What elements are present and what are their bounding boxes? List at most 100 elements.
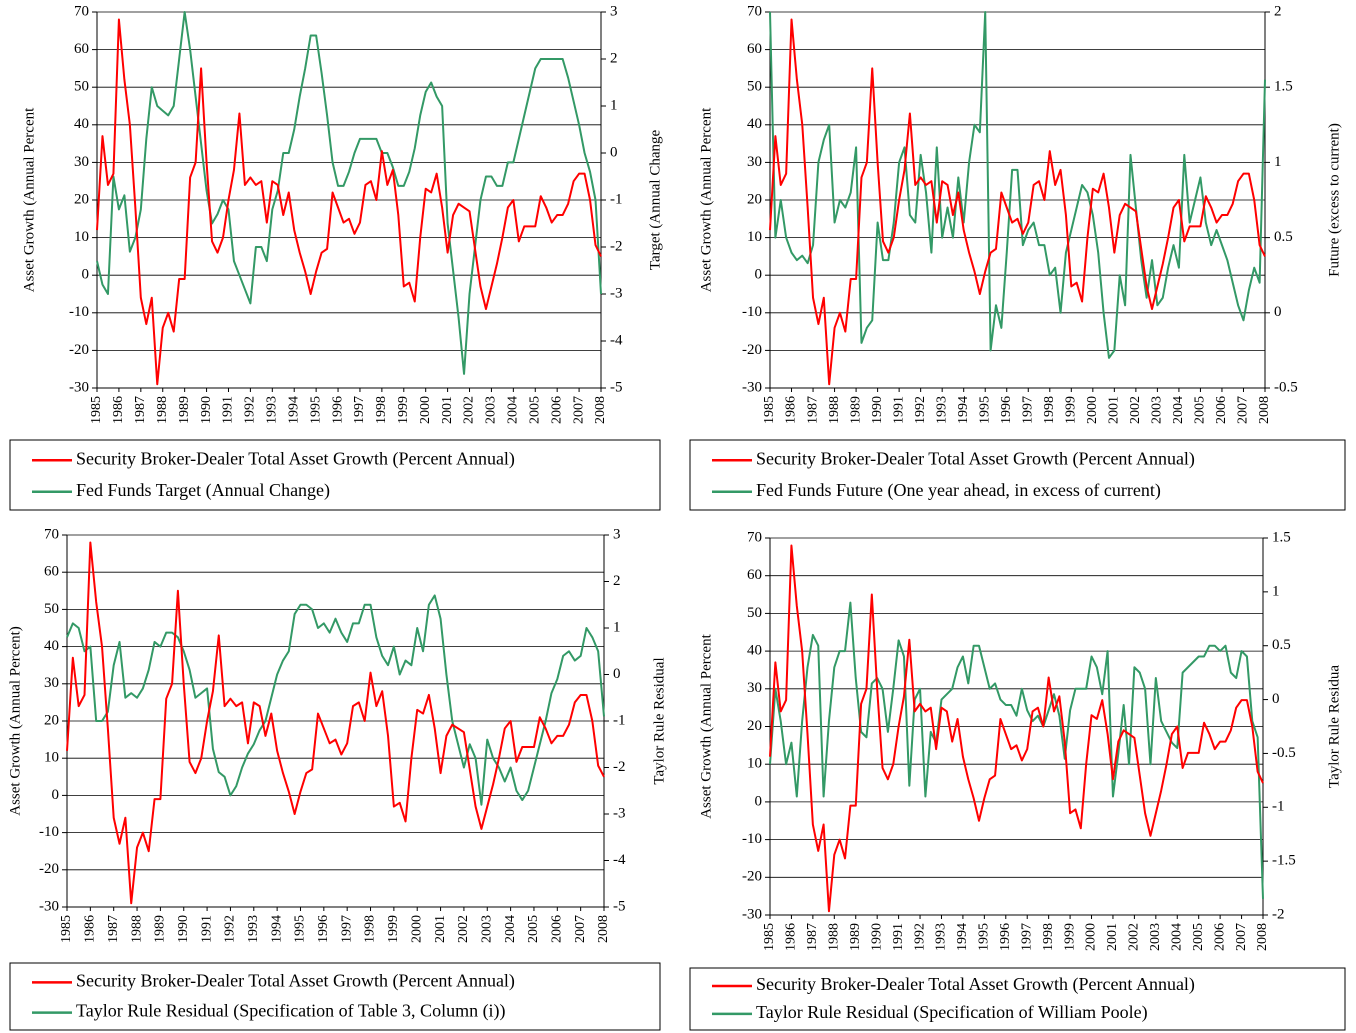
y-tick-label: 10: [747, 229, 762, 245]
x-tick-label: 1987: [133, 396, 148, 424]
x-tick-label: 1995: [308, 396, 323, 424]
x-tick-label: 2007: [571, 396, 586, 424]
y-tick-label: -10: [742, 831, 762, 847]
y-tick-label: -20: [39, 861, 59, 877]
y-axis-label: Asset Growth (Annual Percent): [7, 626, 23, 816]
y2-tick-label: 3: [613, 526, 621, 542]
y-tick-label: 50: [747, 605, 762, 621]
x-tick-label: 2005: [527, 396, 542, 424]
series-line: [66, 594, 605, 806]
y2-tick-label: 1: [610, 97, 618, 113]
y2-tick-label: 0.5: [1274, 229, 1293, 245]
y-tick-label: 50: [74, 79, 89, 95]
legend-label: Security Broker-Dealer Total Asset Growt…: [76, 971, 515, 992]
y2-axis-label: Target (Annual Change: [647, 130, 663, 271]
y-tick-label: 20: [74, 191, 89, 207]
y-axis-label: Asset Growth (Annual Percent: [21, 107, 37, 292]
x-tick-label: 1986: [83, 915, 98, 943]
y-tick-label: 60: [74, 41, 89, 57]
x-tick-label: 2004: [503, 915, 518, 943]
x-tick-label: 2005: [1191, 923, 1206, 951]
x-tick-label: 2001: [1105, 923, 1120, 951]
y2-tick-label: -3: [613, 805, 626, 821]
x-tick-label: 1989: [848, 396, 863, 424]
legend-label: Taylor Rule Residual (Specification of T…: [76, 1001, 506, 1022]
x-tick-label: 1986: [784, 396, 799, 424]
y-tick-label: 60: [747, 41, 762, 57]
x-tick-label: 1987: [805, 923, 820, 951]
x-tick-label: 2000: [1085, 396, 1100, 424]
y2-tick-label: -3: [610, 285, 623, 301]
y2-tick-label: 0: [610, 144, 618, 160]
x-tick-label: 2000: [1084, 923, 1099, 951]
legend-box: [689, 439, 1346, 511]
y-tick-label: -30: [742, 906, 762, 922]
y-tick-label: 0: [755, 267, 763, 283]
x-tick-label: 2002: [1127, 923, 1142, 951]
x-tick-label: 1999: [1062, 923, 1077, 951]
x-tick-label: 1992: [243, 396, 258, 424]
y2-tick-label: 1.5: [1274, 79, 1293, 95]
y2-axis-label: Taylor Rule Residual: [651, 657, 667, 784]
x-tick-label: 1999: [1064, 396, 1079, 424]
y-tick-label: 40: [747, 116, 762, 132]
y2-axis-label: Taylor Rule Residua: [1326, 665, 1342, 788]
x-tick-label: 1992: [913, 396, 928, 424]
y2-tick-label: -4: [610, 332, 623, 348]
y-tick-label: 40: [747, 643, 762, 659]
x-tick-label: 1991: [199, 915, 214, 943]
x-tick-label: 1993: [934, 396, 949, 424]
x-tick-label: 1991: [891, 923, 906, 951]
x-tick-label: 2008: [1255, 923, 1270, 951]
x-tick-label: 1993: [265, 396, 280, 424]
x-tick-label: 2006: [1214, 396, 1229, 424]
y2-tick-label: -5: [613, 898, 626, 914]
y-tick-label: 70: [74, 3, 89, 19]
y2-tick-label: 3: [610, 3, 618, 19]
y2-tick-label: 1: [1274, 154, 1282, 170]
y-tick-label: -20: [742, 342, 762, 358]
y-tick-label: 40: [74, 116, 89, 132]
x-tick-label: 1998: [1041, 923, 1056, 951]
series-line: [769, 544, 1264, 913]
y2-axis-label: Future (excess to current): [1326, 123, 1342, 277]
x-tick-label: 1990: [870, 396, 885, 424]
y2-tick-label: 0: [613, 666, 621, 682]
y2-tick-label: -0.5: [1272, 745, 1296, 761]
x-tick-label: 2004: [1171, 396, 1186, 424]
y2-tick-label: -1: [610, 191, 623, 207]
y-axis-label: Asset Growth (Annual Percent: [698, 633, 714, 818]
y2-tick-label: 1.5: [1272, 529, 1291, 545]
y2-tick-label: -0.5: [1274, 379, 1298, 395]
x-tick-label: 1990: [176, 915, 191, 943]
x-tick-label: 1991: [221, 396, 236, 424]
y2-tick-label: 2: [613, 573, 621, 589]
y-tick-label: -30: [69, 379, 89, 395]
x-tick-label: 2005: [526, 915, 541, 943]
x-tick-label: 2006: [550, 915, 565, 943]
x-tick-label: 2001: [433, 915, 448, 943]
x-tick-label: 1994: [269, 915, 284, 943]
series-line: [769, 11, 1266, 359]
legend-box: [9, 962, 661, 1031]
x-tick-label: 1993: [934, 923, 949, 951]
y2-tick-label: 2: [610, 50, 618, 66]
x-tick-label: 2003: [484, 396, 499, 424]
x-tick-label: 1996: [998, 923, 1013, 951]
y2-tick-label: 0: [1274, 304, 1282, 320]
x-tick-label: 1985: [762, 923, 777, 951]
series-line: [66, 541, 605, 905]
legend-label: Security Broker-Dealer Total Asset Growt…: [756, 448, 1195, 469]
x-tick-label: 1994: [956, 396, 971, 424]
x-tick-label: 1994: [286, 396, 301, 424]
x-tick-label: 2006: [549, 396, 564, 424]
x-tick-label: 2003: [479, 915, 494, 943]
x-tick-label: 2001: [440, 396, 455, 424]
x-tick-label: 1996: [330, 396, 345, 424]
legend-box: [689, 967, 1346, 1031]
x-tick-label: 1988: [827, 396, 842, 424]
x-tick-label: 1995: [977, 396, 992, 424]
y-tick-label: -10: [39, 824, 59, 840]
y-tick-label: 60: [747, 567, 762, 583]
